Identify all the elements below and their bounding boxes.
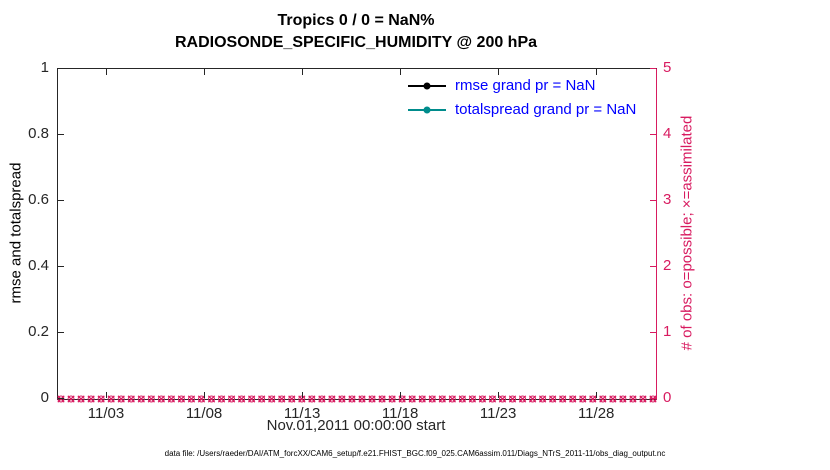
y-tick-label-left: 0.2 [28, 323, 49, 340]
rmse-line-swatch [408, 82, 446, 89]
rmse-dot-marker [423, 82, 431, 89]
x-tick-mark-top [105, 69, 107, 75]
y-tick-label-left: 0.8 [28, 125, 49, 142]
x-tick-label: 11/08 [185, 405, 223, 422]
x-tick-mark-bottom [595, 392, 597, 398]
x-tick-mark-top [301, 69, 303, 75]
x-tick-mark-bottom [399, 392, 401, 398]
x-tick-mark-top [399, 69, 401, 75]
plot-area [57, 68, 657, 403]
y-tick-mark-left [58, 67, 64, 69]
x-tick-mark-bottom [203, 392, 205, 398]
y-axis-label-right: # of obs: o=possible; ×=assimilated [678, 115, 696, 351]
y-tick-mark-right [650, 265, 656, 267]
legend-label-rmse: rmse grand pr = NaN [455, 77, 596, 94]
obs-count-markers [57, 395, 657, 403]
y-tick-mark-left [58, 133, 64, 135]
y-tick-mark-left [58, 397, 64, 399]
plot-subtitle: RADIOSONDE_SPECIFIC_HUMIDITY @ 200 hPa [174, 34, 538, 51]
legend-item-totalspread: totalspread grand pr = NaN [408, 101, 636, 118]
y-tick-label-left: 1 [40, 59, 49, 76]
y-axis-label-left: rmse and totalspread [7, 162, 25, 304]
y-tick-mark-right [650, 397, 656, 399]
x-tick-label: 11/18 [381, 405, 419, 422]
x-tick-label: 11/13 [283, 405, 321, 422]
x-tick-mark-top [203, 69, 205, 75]
legend: rmse grand pr = NaN totalspread grand pr… [408, 77, 636, 118]
x-tick-label: 11/23 [479, 405, 517, 422]
y-tick-mark-left [58, 331, 64, 333]
x-axis-label: Nov.01,2011 00:00:00 start [266, 417, 446, 434]
y-tick-mark-right [650, 331, 656, 333]
y-tick-label-left: 0.4 [28, 257, 49, 274]
y-tick-mark-right [650, 67, 656, 69]
y-tick-mark-left [58, 199, 64, 201]
plot-title: Tropics 0 / 0 = NaN% [277, 12, 435, 29]
y-tick-label-left: 0.6 [28, 191, 49, 208]
y-tick-mark-right [650, 199, 656, 201]
obs-assimilated-markers [57, 395, 657, 403]
legend-item-rmse: rmse grand pr = NaN [408, 77, 636, 94]
y-tick-label-left: 0 [40, 389, 49, 406]
x-tick-mark-top [595, 69, 597, 75]
y-tick-mark-right [650, 133, 656, 135]
y-tick-mark-left [58, 265, 64, 267]
y-tick-label-right: 4 [663, 125, 672, 142]
x-tick-label: 11/03 [87, 405, 125, 422]
x-tick-label: 11/28 [577, 405, 615, 422]
obs-possible-markers [57, 395, 657, 403]
x-tick-mark-bottom [105, 392, 107, 398]
totalspread-line-swatch [408, 106, 446, 113]
x-tick-mark-top [497, 69, 499, 75]
y-tick-label-right: 1 [663, 323, 672, 340]
data-file-caption: data file: /Users/raeder/DAI/ATM_forcXX/… [164, 449, 666, 458]
y-tick-label-right: 5 [663, 59, 672, 76]
x-tick-mark-bottom [497, 392, 499, 398]
legend-label-totalspread: totalspread grand pr = NaN [455, 101, 637, 118]
x-tick-mark-bottom [301, 392, 303, 398]
y-tick-label-right: 3 [663, 191, 672, 208]
y-tick-label-right: 0 [663, 389, 672, 406]
totalspread-dot-marker [423, 106, 431, 113]
y-tick-label-right: 2 [663, 257, 672, 274]
